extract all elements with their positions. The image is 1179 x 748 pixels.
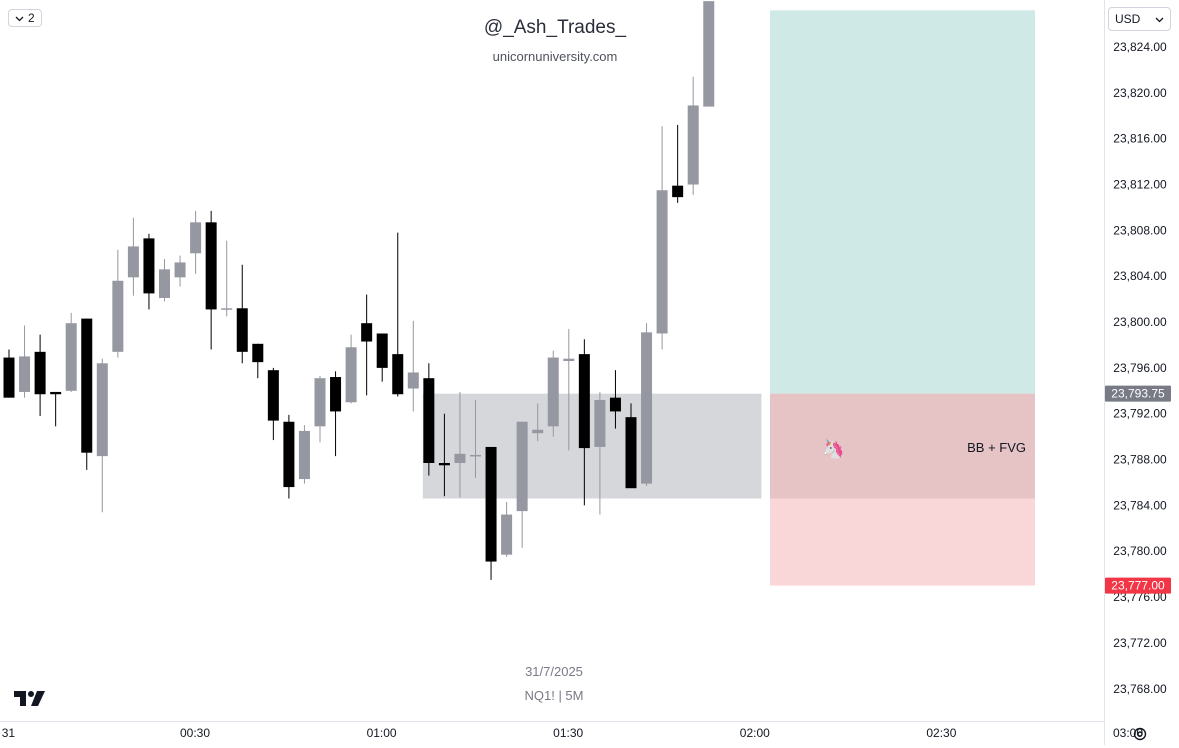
price-tick-label: 23,812.00 <box>1113 178 1167 192</box>
layout-count: 2 <box>28 11 35 25</box>
candle-body <box>641 332 653 484</box>
chevron-down-icon <box>15 9 24 27</box>
time-tick-label: 02:00 <box>740 726 770 740</box>
price-tick-label: 23,772.00 <box>1113 636 1167 650</box>
candle-body <box>159 269 170 298</box>
candle-body <box>438 462 450 466</box>
gear-icon[interactable] <box>1131 725 1149 743</box>
price-tick-label: 23,820.00 <box>1113 86 1167 100</box>
price-tick-label: 23,780.00 <box>1113 544 1167 558</box>
candle-body <box>298 430 310 480</box>
candle-body <box>252 343 264 363</box>
candle-body <box>609 397 621 412</box>
candle-body <box>423 378 435 463</box>
candle-body <box>532 429 544 434</box>
candle-body <box>563 358 575 362</box>
fvg-zone <box>422 393 762 499</box>
candle-body <box>594 399 606 447</box>
layout-selector-button[interactable]: 2 <box>8 9 42 27</box>
price-tick-label: 23,800.00 <box>1113 315 1167 329</box>
candle-body <box>392 354 404 395</box>
candle-body <box>127 246 139 278</box>
price-tick-label: 23,824.00 <box>1113 40 1167 54</box>
time-tick-label: 01:30 <box>553 726 583 740</box>
candle-body <box>283 421 295 488</box>
stop-zone <box>770 393 1035 586</box>
candle-body <box>516 421 528 512</box>
candle-body <box>96 363 108 457</box>
target-zone <box>770 10 1035 394</box>
candle-body <box>470 454 481 457</box>
candle-body <box>672 185 684 198</box>
candle-body <box>174 262 186 278</box>
candle-body <box>221 308 233 310</box>
candle-body <box>345 347 357 403</box>
candle-body <box>703 1 715 107</box>
candle-body <box>501 514 513 555</box>
candle-body <box>485 446 497 562</box>
zone-overlap <box>770 393 1035 499</box>
watermark-subtitle: unicornuniversity.com <box>492 49 618 64</box>
candle-body <box>50 391 62 395</box>
candle-body <box>3 357 15 398</box>
candle-body <box>361 323 373 342</box>
candle-body <box>687 105 699 185</box>
entry-price-badge-label: 23,793.75 <box>1111 387 1165 401</box>
currency-selector[interactable]: USD <box>1108 7 1171 31</box>
price-tick-label: 23,768.00 <box>1113 682 1167 696</box>
time-tick-label: 00:30 <box>180 726 210 740</box>
stop-price-badge-label: 23,777.00 <box>1111 579 1165 593</box>
chart-date: 31/7/2025 <box>525 664 583 679</box>
candle-body <box>112 280 124 352</box>
price-tick-label: 23,796.00 <box>1113 361 1167 375</box>
candle-body <box>656 190 668 334</box>
price-tick-label: 23,804.00 <box>1113 269 1167 283</box>
candle-body <box>190 222 202 254</box>
tradingview-logo[interactable] <box>14 689 46 707</box>
symbol-timeframe: NQ1! | 5M <box>524 688 584 703</box>
price-tick-label: 23,816.00 <box>1113 132 1167 146</box>
candle-body <box>625 417 637 489</box>
candle-body <box>454 453 466 463</box>
currency-label: USD <box>1115 12 1141 26</box>
time-tick-label: 02:30 <box>926 726 956 740</box>
candle-body <box>65 323 77 391</box>
watermark-title: @_Ash_Trades_ <box>483 17 627 38</box>
candle-body <box>34 351 46 395</box>
price-tick-label: 23,808.00 <box>1113 223 1167 237</box>
time-tick-label: 01:00 <box>367 726 397 740</box>
time-tick-label: 31 <box>2 726 16 740</box>
stop-price-badge <box>1105 577 1171 594</box>
candle-body <box>267 370 279 421</box>
price-tick-label: 23,788.00 <box>1113 453 1167 467</box>
candle-body <box>81 318 93 453</box>
candle-body <box>547 357 559 427</box>
candle-body <box>314 378 326 427</box>
candle-body <box>143 238 155 294</box>
candle-body <box>407 372 419 389</box>
candle-body <box>19 356 31 392</box>
entry-price-badge <box>1105 385 1171 402</box>
candle-body <box>236 308 248 352</box>
candle-body <box>330 377 342 412</box>
unicorn-emoji: 🦄 <box>822 439 845 459</box>
candle-body <box>376 333 388 368</box>
candle-body <box>578 354 590 449</box>
candle-body <box>205 222 217 310</box>
price-tick-label: 23,792.00 <box>1113 407 1167 421</box>
setup-label: BB + FVG <box>967 440 1026 455</box>
chevron-down-icon <box>1155 12 1164 26</box>
price-tick-label: 23,784.00 <box>1113 498 1167 512</box>
